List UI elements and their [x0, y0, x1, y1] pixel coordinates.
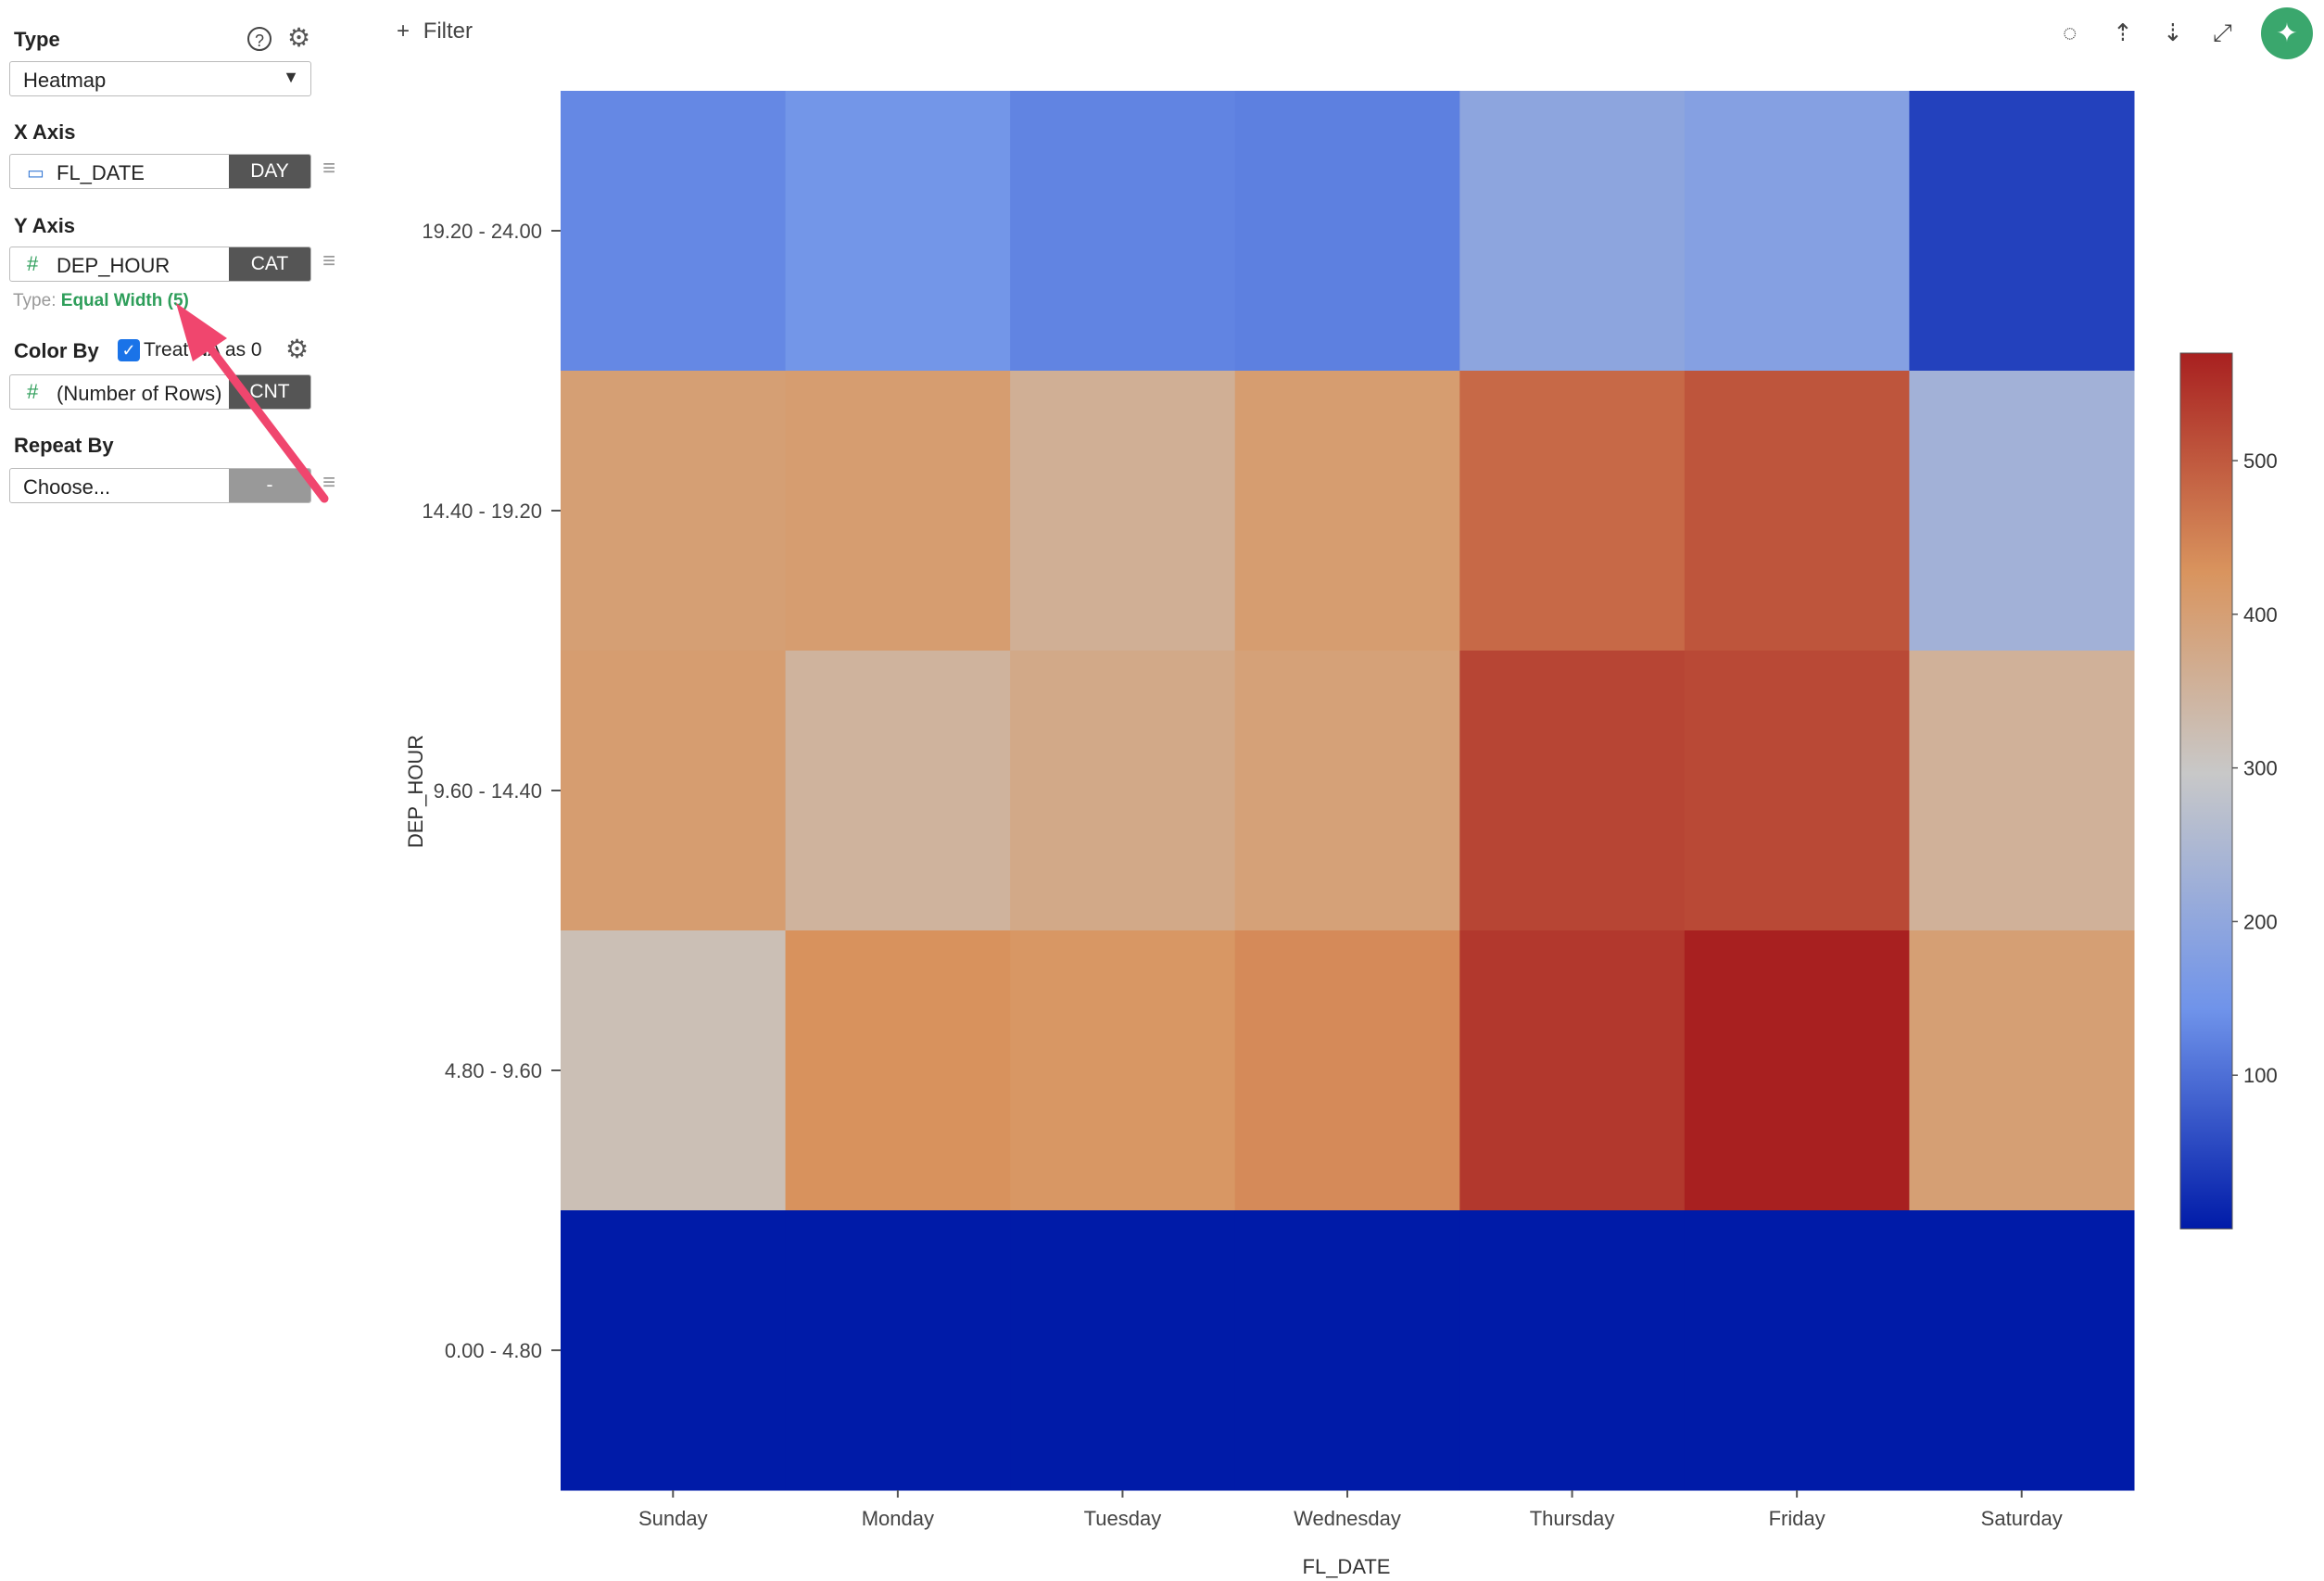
y-axis-bin-type: Type: Equal Width (5) — [13, 291, 189, 311]
heatmap-cell[interactable] — [561, 1210, 787, 1491]
gear-icon[interactable]: ⚙ — [287, 23, 311, 52]
annotation-arrow — [176, 303, 329, 503]
colorbar-tick-label: 300 — [2243, 757, 2278, 780]
heatmap-cell[interactable] — [561, 371, 787, 651]
treat-na-checkbox[interactable]: ✓ — [118, 339, 140, 361]
repeat-by-field[interactable]: Choose... - — [9, 468, 311, 503]
y-tick-label: 14.40 - 19.20 — [422, 500, 542, 523]
share-upload-icon[interactable]: ⇡ — [2113, 19, 2133, 46]
heatmap-cell[interactable] — [561, 930, 787, 1211]
x-tick-label: Tuesday — [1084, 1507, 1162, 1530]
heatmap-cell[interactable] — [785, 91, 1011, 372]
heatmap-cell[interactable] — [1909, 91, 2135, 372]
colorbar — [2179, 352, 2233, 1230]
download-icon[interactable]: ⇣ — [2163, 19, 2183, 46]
x-tick-label: Saturday — [1981, 1507, 2063, 1530]
comment-icon[interactable]: ◌ — [2063, 19, 2078, 46]
numeric-hash-icon: # — [27, 380, 39, 403]
heatmap-cell[interactable] — [1010, 371, 1236, 651]
heatmap-cell[interactable] — [1234, 651, 1460, 931]
heatmap-cell[interactable] — [1909, 371, 2135, 651]
repeat-by-menu-icon[interactable]: ≡ — [322, 470, 336, 495]
x-tick-label: Wednesday — [1294, 1507, 1401, 1530]
x-axis-title: FL_DATE — [1303, 1555, 1391, 1578]
add-filter-button[interactable]: + Filter — [397, 19, 473, 44]
heatmap-cell[interactable] — [1234, 1210, 1460, 1491]
heatmap-cell[interactable] — [1234, 930, 1460, 1211]
heatmap-cell[interactable] — [1909, 651, 2135, 931]
heatmap-cell[interactable] — [561, 91, 787, 372]
heatmap-cell[interactable] — [785, 1210, 1011, 1491]
y-axis-title: DEP_HOUR — [404, 735, 427, 848]
help-icon[interactable]: ? — [247, 27, 272, 51]
bin-type-link[interactable]: Equal Width (5) — [60, 291, 189, 310]
heatmap-cell[interactable] — [785, 930, 1011, 1211]
heatmap-cell[interactable] — [1234, 91, 1460, 372]
heatmap-cell[interactable] — [1459, 371, 1686, 651]
colorbar-tick-label: 200 — [2243, 910, 2278, 933]
heatmap-cell[interactable] — [1010, 930, 1236, 1211]
chart-type-value: Heatmap — [23, 69, 107, 92]
colorbar-tick-label: 400 — [2243, 603, 2278, 626]
chart-type-select[interactable]: Heatmap ▼ — [9, 61, 311, 96]
colorbar-tick-label: 100 — [2243, 1064, 2278, 1087]
y-tick-label: 4.80 - 9.60 — [445, 1059, 542, 1082]
calendar-icon: ▭ — [27, 163, 44, 183]
filter-label: Filter — [423, 19, 474, 44]
heatmap-cell[interactable] — [1234, 371, 1460, 651]
heatmap-cell[interactable] — [561, 651, 787, 931]
heatmap-cell[interactable] — [1684, 1210, 1910, 1491]
heatmap-cell[interactable] — [1010, 1210, 1236, 1491]
color-by-aggregation-button[interactable]: CNT — [229, 375, 310, 409]
x-axis-menu-icon[interactable]: ≡ — [322, 156, 336, 181]
plus-icon: + — [397, 19, 410, 44]
expand-icon[interactable]: ⤢ — [2213, 19, 2232, 46]
heatmap-cell[interactable] — [1684, 651, 1910, 931]
type-label: Type — [14, 28, 60, 51]
x-tick-label: Thursday — [1530, 1507, 1615, 1530]
x-axis-field-name: FL_DATE — [57, 161, 145, 184]
y-axis-label: Y Axis — [14, 214, 76, 237]
heatmap-cell[interactable] — [1909, 930, 2135, 1211]
repeat-by-label: Repeat By — [14, 434, 114, 457]
heatmap-cell[interactable] — [1459, 930, 1686, 1211]
heatmap-cell[interactable] — [785, 651, 1011, 931]
y-tick-label: 19.20 - 24.00 — [422, 220, 542, 243]
color-settings-gear-icon[interactable]: ⚙ — [285, 335, 309, 363]
color-by-field[interactable]: # (Number of Rows) CNT — [9, 374, 311, 410]
bin-type-prefix: Type: — [13, 291, 57, 310]
y-tick-label: 9.60 - 14.40 — [434, 779, 542, 803]
heatmap-cell[interactable] — [1010, 651, 1236, 931]
x-tick-label: Monday — [862, 1507, 934, 1530]
heatmap-cell[interactable] — [785, 371, 1011, 651]
y-axis-field[interactable]: # DEP_HOUR CAT — [9, 247, 311, 282]
chart-settings-panel: Type ? ⚙ Heatmap ▼ X Axis ▭ FL_DATE DAY … — [0, 0, 343, 1581]
y-axis-field-name: DEP_HOUR — [57, 254, 171, 277]
numeric-hash-icon: # — [27, 252, 39, 275]
heatmap-cell[interactable] — [1909, 1210, 2135, 1491]
heatmap-cell[interactable] — [1010, 91, 1236, 372]
pin-icon[interactable]: ✦ — [2261, 7, 2313, 59]
heatmap-cell[interactable] — [1684, 930, 1910, 1211]
heatmap-cell[interactable] — [1459, 91, 1686, 372]
heatmap-cell[interactable] — [1459, 651, 1686, 931]
heatmap-cell[interactable] — [1459, 1210, 1686, 1491]
color-by-field-name: (Number of Rows) — [57, 382, 222, 405]
colorbar-tick-label: 500 — [2243, 449, 2278, 473]
x-tick-label: Friday — [1769, 1507, 1825, 1530]
heatmap-cell[interactable] — [1684, 91, 1910, 372]
heatmap-cell[interactable] — [1684, 371, 1910, 651]
y-tick-label: 0.00 - 4.80 — [445, 1339, 542, 1362]
y-axis-aggregation-button[interactable]: CAT — [229, 247, 310, 281]
repeat-by-placeholder: Choose... — [23, 475, 111, 499]
repeat-by-aggregation-button[interactable]: - — [229, 469, 310, 502]
x-tick-label: Sunday — [638, 1507, 708, 1530]
x-axis-label: X Axis — [14, 120, 76, 144]
chevron-down-icon: ▼ — [283, 68, 299, 86]
x-axis-aggregation-button[interactable]: DAY — [229, 155, 310, 188]
y-axis-menu-icon[interactable]: ≡ — [322, 248, 336, 273]
color-by-label: Color By — [14, 339, 99, 362]
x-axis-field[interactable]: ▭ FL_DATE DAY — [9, 154, 311, 189]
